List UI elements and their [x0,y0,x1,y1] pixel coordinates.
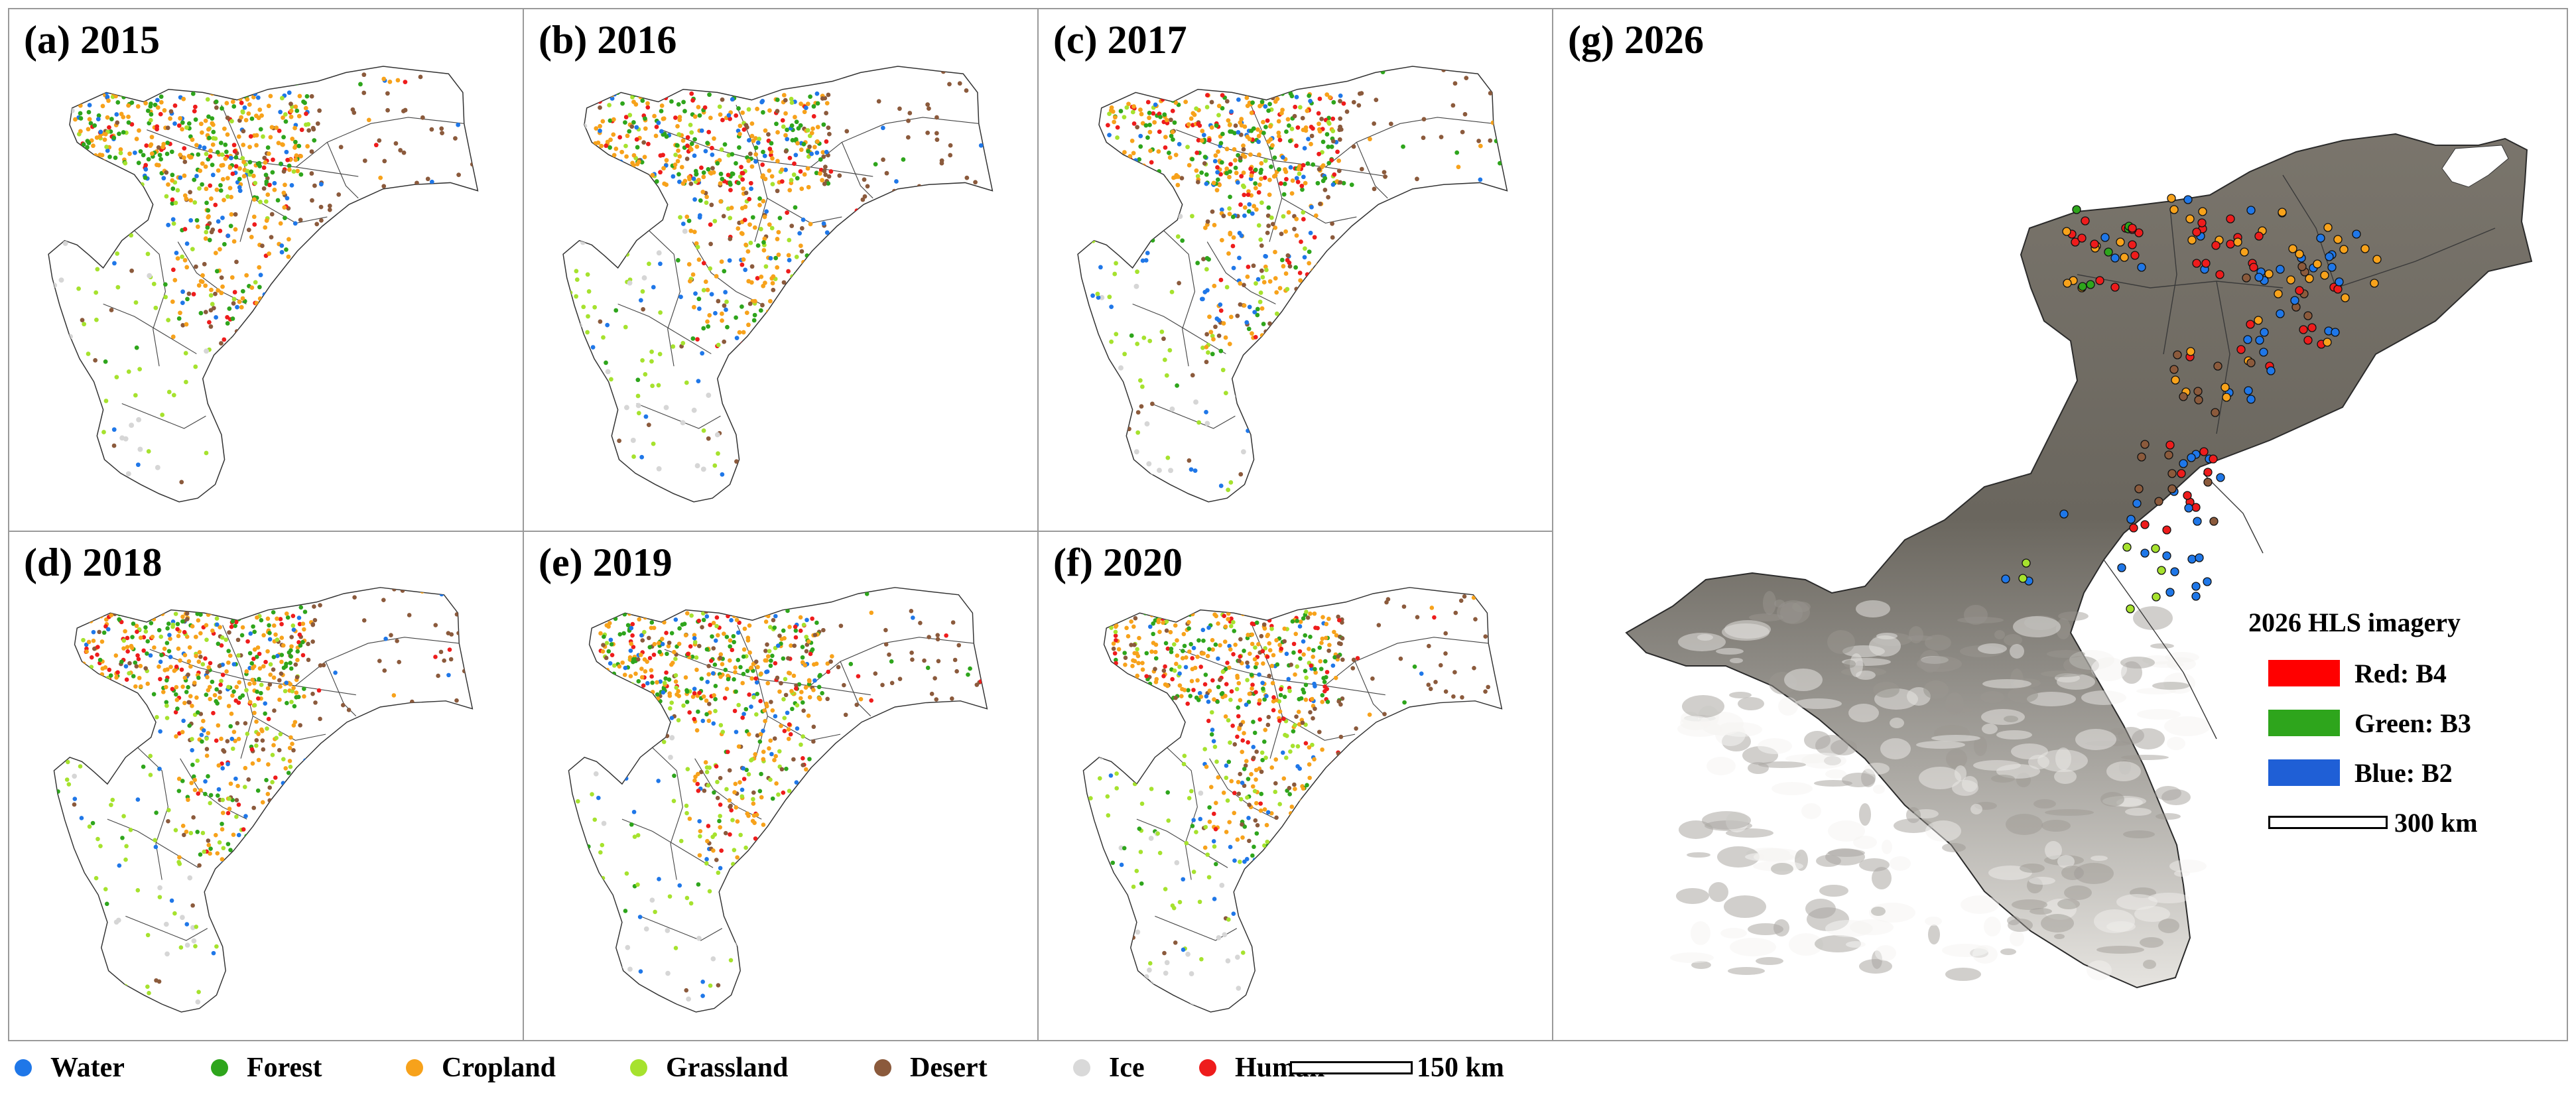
region-map-b [562,66,994,503]
legend-label: Desert [910,1053,988,1083]
land-cover-legend: Water Forest Cropland Grassland Desert I… [0,1048,1545,1088]
region-map-f [1082,587,1503,1013]
panel-label: (d) 2018 [24,541,162,584]
desert-dot-icon [874,1059,891,1076]
forest-dot-icon [211,1059,228,1076]
map-panel-d: (d) 2018 [8,531,524,1041]
green-band-swatch [2268,710,2340,736]
region-map-c [1077,66,1508,503]
legend-label: Grassland [666,1053,789,1083]
band-row-red: Red: B4 [2268,657,2447,690]
water-dot-icon [15,1059,32,1076]
band-row-blue: Blue: B2 [2268,756,2453,789]
region-map-d [53,587,474,1013]
band-label: Green: B3 [2354,708,2471,738]
map-panel-a: (a) 2015 [8,8,524,532]
imagery-legend: 2026 HLS imagery Red: B4 Green: B3 Blue:… [2248,607,2527,859]
scale-label: 300 km [2394,807,2478,838]
legend-item-water: Water [15,1048,125,1088]
scale-bar-icon [2268,816,2388,829]
legend-item-grassland: Grassland [630,1048,788,1088]
scale-bar-300: 300 km [2268,806,2478,839]
human-dot-icon [1199,1059,1216,1076]
legend-label: Water [50,1053,125,1083]
legend-item-ice: Ice [1073,1048,1145,1088]
band-row-green: Green: B3 [2268,706,2471,740]
ice-dot-icon [1073,1059,1090,1076]
legend-label: Ice [1109,1053,1145,1083]
panel-label: (f) 2020 [1053,541,1183,584]
panel-label: (c) 2017 [1053,18,1187,62]
grassland-dot-icon [630,1059,647,1076]
region-map-e [568,587,988,1013]
panel-label: (g) 2026 [1568,18,1704,62]
region-map-a [48,66,479,503]
map-panel-b: (b) 2016 [523,8,1039,532]
band-label: Blue: B2 [2354,757,2453,788]
scale-bar-icon [1290,1061,1413,1074]
panel-label: (a) 2015 [24,18,160,62]
legend-label: Forest [247,1053,322,1083]
blue-band-swatch [2268,759,2340,786]
red-band-swatch [2268,660,2340,686]
map-panel-e: (e) 2019 [523,531,1039,1041]
panel-label: (e) 2019 [539,541,673,584]
legend-item-desert: Desert [874,1048,988,1088]
imagery-map-g [1625,133,2533,989]
map-panel-f: (f) 2020 [1037,531,1553,1041]
map-panel-c: (c) 2017 [1037,8,1553,532]
imagery-legend-title: 2026 HLS imagery [2248,608,2461,637]
legend-item-forest: Forest [211,1048,322,1088]
band-label: Red: B4 [2354,658,2447,688]
scale-bar-150: 150 km [1290,1048,1504,1088]
panel-label: (b) 2016 [539,18,677,62]
cropland-dot-icon [406,1059,423,1076]
scale-label: 150 km [1417,1053,1504,1083]
legend-item-cropland: Cropland [406,1048,556,1088]
map-panel-g: (g) 2026 [1552,8,2568,1041]
legend-label: Cropland [442,1053,556,1083]
